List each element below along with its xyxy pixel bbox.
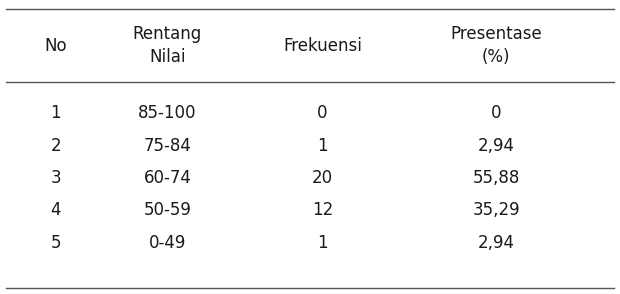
Text: Frekuensi: Frekuensi xyxy=(283,36,362,55)
Text: 75-84: 75-84 xyxy=(143,136,192,155)
Text: 3: 3 xyxy=(50,169,61,187)
Text: 60-74: 60-74 xyxy=(143,169,192,187)
Text: 1: 1 xyxy=(317,136,328,155)
Text: 0-49: 0-49 xyxy=(149,233,186,252)
Text: 55,88: 55,88 xyxy=(472,169,520,187)
Text: Rentang
Nilai: Rentang Nilai xyxy=(133,26,202,66)
Text: 1: 1 xyxy=(50,104,61,122)
Text: 2,94: 2,94 xyxy=(477,136,515,155)
Text: 1: 1 xyxy=(317,233,328,252)
Text: 50-59: 50-59 xyxy=(143,201,192,219)
Text: 2: 2 xyxy=(50,136,61,155)
Text: 20: 20 xyxy=(312,169,333,187)
Text: 2,94: 2,94 xyxy=(477,233,515,252)
Text: 5: 5 xyxy=(51,233,61,252)
Text: 85-100: 85-100 xyxy=(138,104,197,122)
Text: Presentase
(%): Presentase (%) xyxy=(450,26,542,66)
Text: 35,29: 35,29 xyxy=(472,201,520,219)
Text: 0: 0 xyxy=(317,104,327,122)
Text: 4: 4 xyxy=(51,201,61,219)
Text: No: No xyxy=(45,36,67,55)
Text: 0: 0 xyxy=(491,104,501,122)
Text: 12: 12 xyxy=(312,201,333,219)
